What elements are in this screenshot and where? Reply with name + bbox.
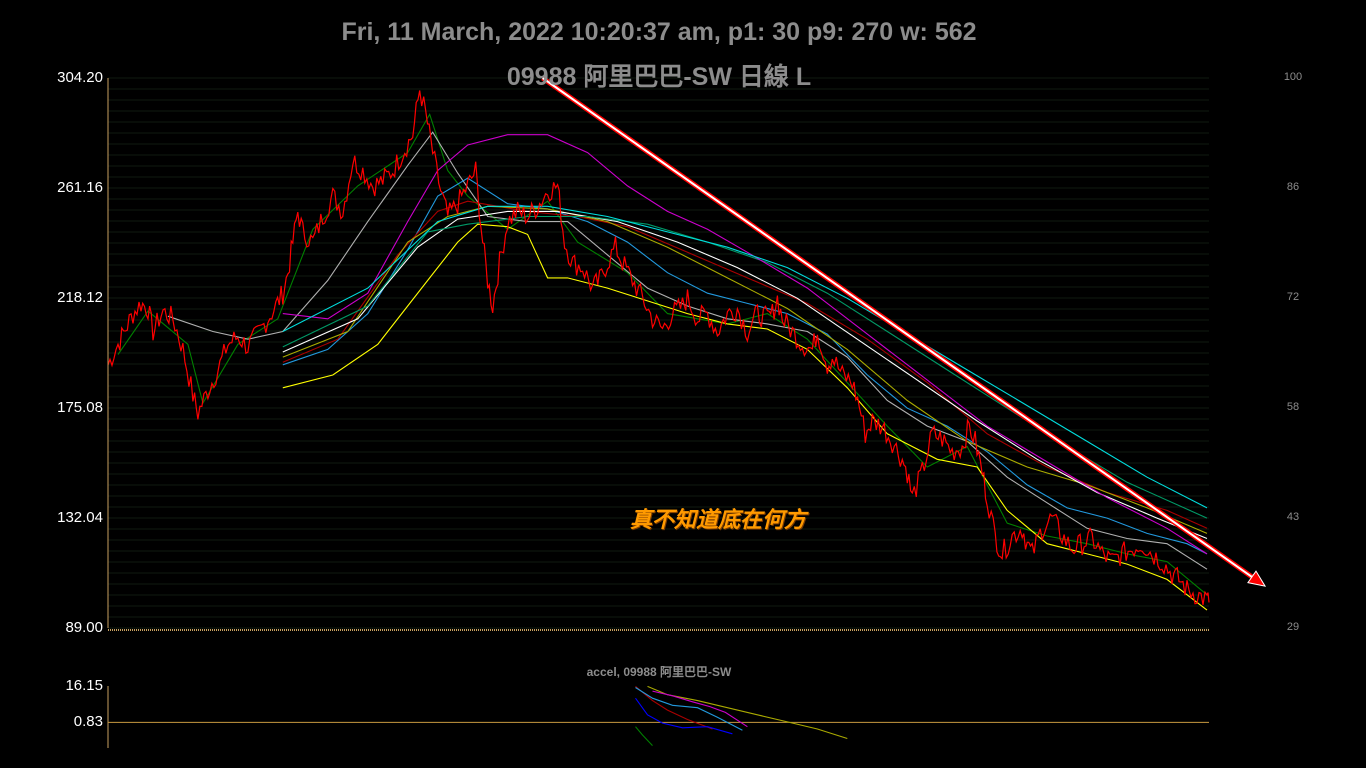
accel-panel xyxy=(107,686,1209,748)
moving-average-line xyxy=(282,205,1208,509)
chart-title: 09988 阿里巴巴-SW 日線 L xyxy=(506,63,812,91)
chart-header-line1: Fri, 11 March, 2022 10:20:37 am, p1: 30 … xyxy=(341,18,977,46)
moving-average-line xyxy=(282,200,1208,529)
price-tick-label: 89.00 xyxy=(65,619,103,636)
right-tick-label: 100 xyxy=(1283,71,1303,83)
right-tick-label: 86 xyxy=(1286,181,1300,193)
moving-average-line xyxy=(282,223,1208,611)
right-tick-label: 43 xyxy=(1286,511,1300,523)
chart-annotation: 真不知道底在何方 xyxy=(630,507,807,533)
price-grid xyxy=(108,77,1209,629)
right-tick-label: 29 xyxy=(1286,621,1300,633)
trend-arrow xyxy=(541,75,1267,587)
moving-average-line xyxy=(282,134,1208,555)
moving-average-line xyxy=(117,112,1208,596)
moving-average-line xyxy=(282,177,1208,555)
price-tick-label: 175.08 xyxy=(57,399,103,416)
accel-series-line xyxy=(652,690,748,728)
accel-tick-label: 16.15 xyxy=(65,677,103,694)
trend-arrow-shaft-inner xyxy=(542,77,1253,578)
moving-average-lines xyxy=(117,112,1208,611)
right-tick-label: 72 xyxy=(1286,291,1300,303)
price-tick-label: 304.20 xyxy=(57,69,103,86)
accel-tick-label: 0.83 xyxy=(73,713,103,731)
price-axes xyxy=(107,78,1209,631)
accel-series-line xyxy=(635,686,713,730)
price-tick-label: 261.16 xyxy=(57,179,103,196)
trend-arrow-head xyxy=(1247,570,1267,587)
accel-panel-title: accel, 09988 阿里巴巴-SW xyxy=(586,665,732,679)
moving-average-line xyxy=(167,131,1208,570)
price-tick-label: 132.04 xyxy=(57,509,103,526)
accel-series-line xyxy=(635,687,743,731)
right-tick-label: 58 xyxy=(1286,401,1300,413)
accel-series-line xyxy=(635,726,653,746)
accel-series-line xyxy=(635,697,733,735)
price-tick-label: 218.12 xyxy=(57,289,103,306)
price-line xyxy=(107,90,1210,606)
